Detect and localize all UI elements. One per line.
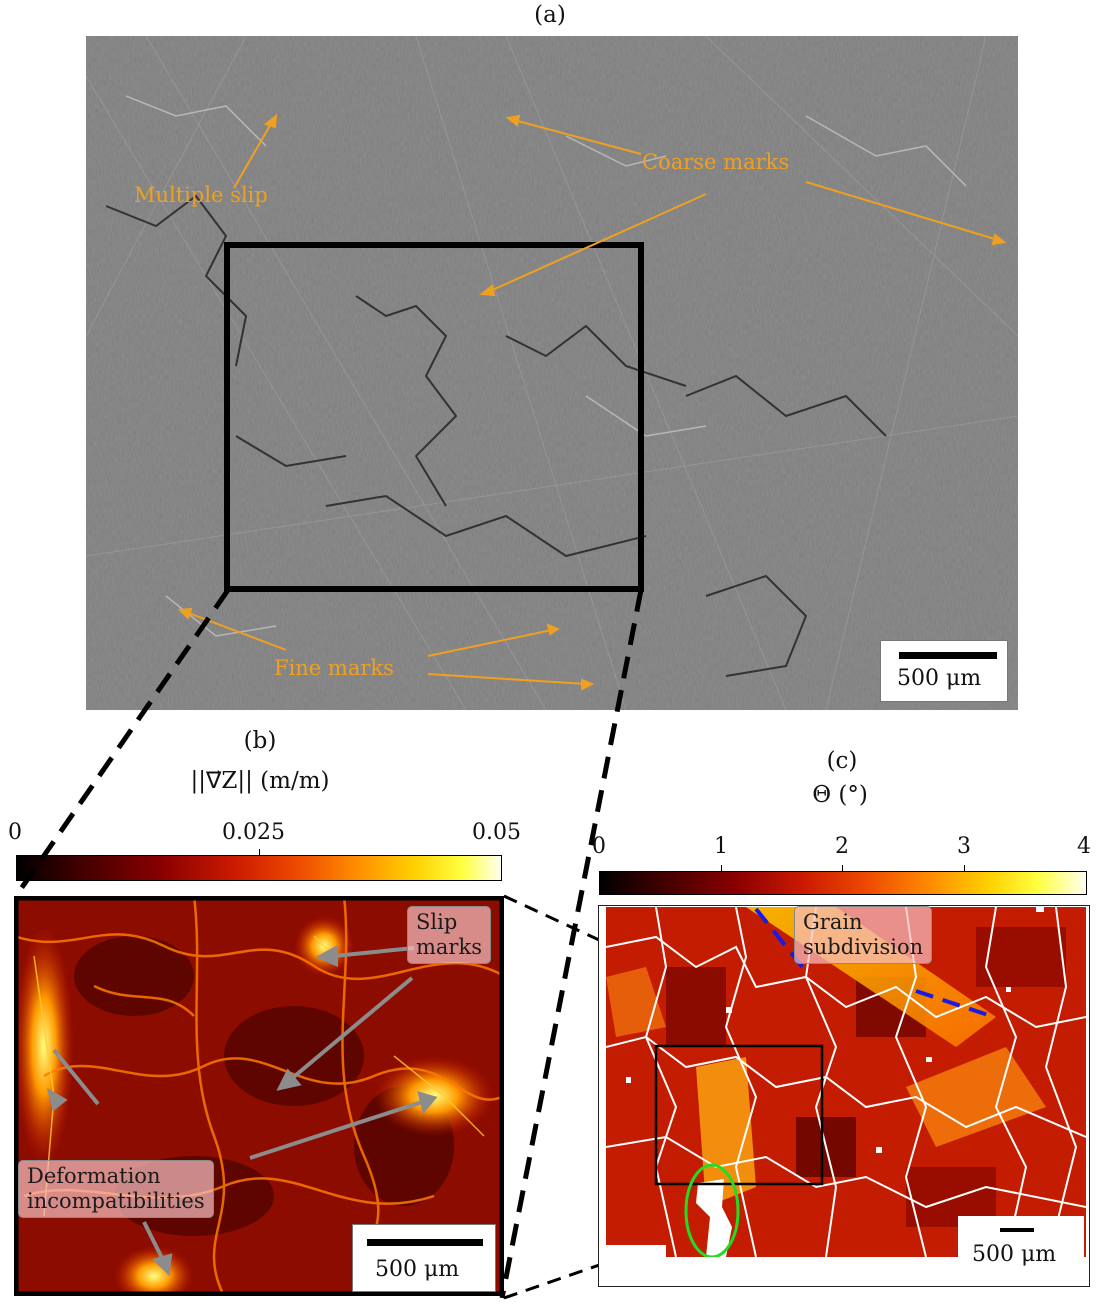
colorbar-b-tick-2: 0.05 <box>472 820 521 845</box>
colorbar-b-tick-0: 0 <box>8 820 22 845</box>
panel-c-label: (c) <box>826 748 858 774</box>
scale-bar-c-label: 500 μm <box>972 1242 1057 1267</box>
zoom-region-box <box>224 242 644 592</box>
colorbar-c-tick-2: 2 <box>835 834 849 859</box>
colorbar-b-tick-1: 0.025 <box>222 820 285 845</box>
grain-subdivision-annotation: Grain subdivision <box>794 906 933 964</box>
slip-marks-annotation: Slip marks <box>407 906 491 964</box>
colorbar-c-tick-4: 4 <box>1077 834 1091 859</box>
highlight-ellipse <box>684 1163 740 1257</box>
scale-bar-b-label: 500 μm <box>375 1257 460 1282</box>
panel-c-zoom-box <box>654 1044 824 1186</box>
colorbar-b <box>16 849 502 881</box>
panel-b-label: (b) <box>243 728 277 754</box>
colorbar-c-tick-0: 0 <box>592 834 606 859</box>
scale-bar-a-label: 500 μm <box>897 666 982 691</box>
scale-bar-b: 500 μm <box>352 1224 496 1292</box>
colorbar-c-tick-3: 3 <box>957 834 971 859</box>
deformation-incompatibilities-annotation: Deformation incompatibilities <box>18 1160 214 1218</box>
fine-marks-annotation: Fine marks <box>274 656 394 680</box>
colorbar-c-title: Θ (°) <box>812 782 868 808</box>
coarse-marks-annotation: Coarse marks <box>642 150 790 174</box>
scale-bar-a: 500 μm <box>880 640 1008 702</box>
colorbar-b-title: ||∇⃗Z|| (m/m) <box>190 768 330 794</box>
sem-micrograph <box>86 36 1018 710</box>
scale-bar-c: 500 μm <box>958 1216 1084 1280</box>
colorbar-c-tick-1: 1 <box>714 834 728 859</box>
misorientation-map <box>606 907 1086 1257</box>
colorbar-c <box>599 865 1087 895</box>
multiple-slip-annotation: Multiple slip <box>134 183 268 207</box>
panel-a-label: (a) <box>534 2 566 28</box>
